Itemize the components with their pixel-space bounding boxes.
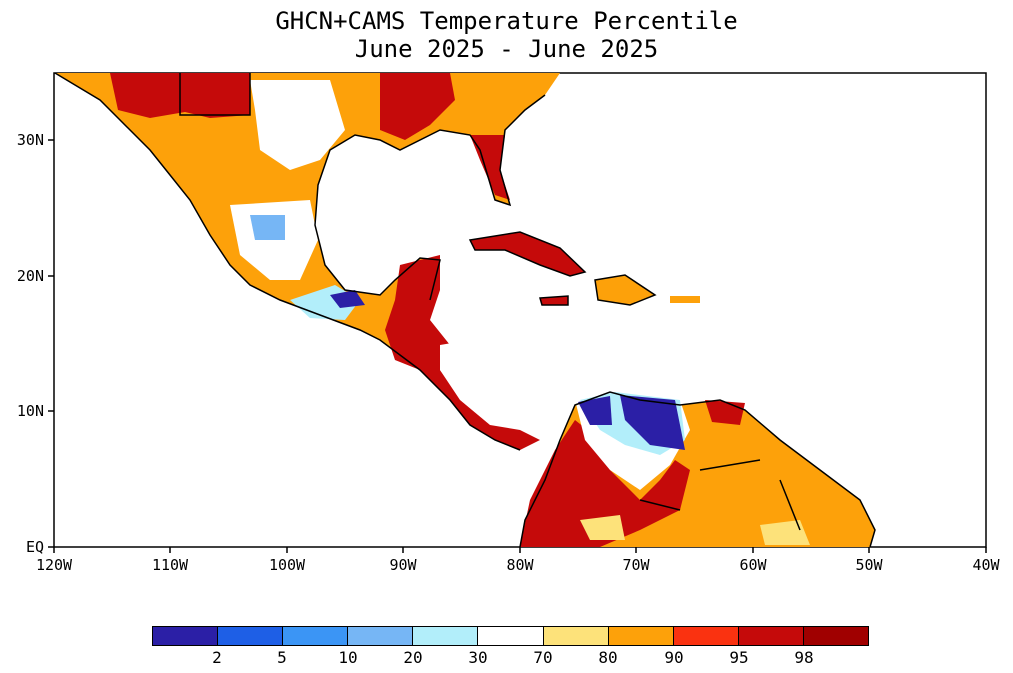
colorbar-label: 5 [277,648,287,667]
colorbar-label: 98 [794,648,814,667]
axis-ticks [48,139,987,553]
land-cold-venezuela [620,395,685,450]
colorbar-label: 95 [729,648,749,667]
colorbar-label: 80 [598,648,618,667]
land-cold-isthmus [330,290,365,308]
land-hot-south-us [380,73,455,140]
colorbar-swatch [608,627,674,645]
land-warm-patch-1 [580,515,625,540]
lon-tick-label: 40W [972,556,1000,574]
map-title: GHCN+CAMS Temperature Percentile [275,7,738,35]
colorbar [152,626,869,646]
colorbar-swatch [478,627,544,645]
colorbar-swatch [283,627,349,645]
lon-tick-labels: 120W 110W 100W 90W 80W 70W 60W 50W 40W [36,556,1001,574]
map-subtitle: June 2025 - June 2025 [354,35,659,63]
land-hispaniola [595,275,655,305]
lat-tick-label: 10N [17,402,44,420]
lon-tick-label: 110W [152,556,189,574]
lat-tick-label: 20N [17,267,44,285]
map-figure: 120W 110W 100W 90W 80W 70W 60W 50W 40W E… [17,72,1001,574]
land-central-america [385,255,540,450]
lon-tick-label: 50W [855,556,883,574]
lon-tick-label: 80W [506,556,534,574]
colorbar-swatch [413,627,479,645]
colorbar-swatch [153,627,219,645]
lon-tick-label: 70W [622,556,650,574]
land-cuba [470,232,585,276]
land-neutral-texas [250,80,345,170]
colorbar-label: 90 [664,648,684,667]
land-cold-maracaibo [578,396,612,425]
land-warm-patch-2 [760,520,810,545]
land-neutral-nicaragua [440,340,480,395]
colorbar-label: 20 [403,648,423,667]
colorbar-swatch [348,627,414,645]
lon-tick-label: 60W [739,556,767,574]
lon-tick-label: 100W [269,556,306,574]
land-puerto-rico [670,296,700,303]
lon-tick-label: 90W [389,556,417,574]
colorbar-label: 2 [212,648,222,667]
colorbar-swatch [803,627,869,645]
lat-tick-labels: EQ 10N 20N 30N [17,131,44,556]
colorbar-label: 70 [533,648,553,667]
colorbar-swatch [218,627,284,645]
lat-tick-label: 30N [17,131,44,149]
lat-tick-label: EQ [26,538,44,556]
colorbar-swatch [673,627,739,645]
lon-tick-label: 120W [36,556,73,574]
colorbar-labels: 2 5 10 20 30 70 80 90 95 98 [152,648,869,668]
colorbar-label: 10 [338,648,358,667]
colorbar-swatch [543,627,609,645]
land-cool-mexico [250,215,285,240]
coastlines [54,72,876,548]
colorbar-label: 30 [468,648,488,667]
colorbar-swatch [738,627,804,645]
land-colombia-hot [520,420,690,547]
